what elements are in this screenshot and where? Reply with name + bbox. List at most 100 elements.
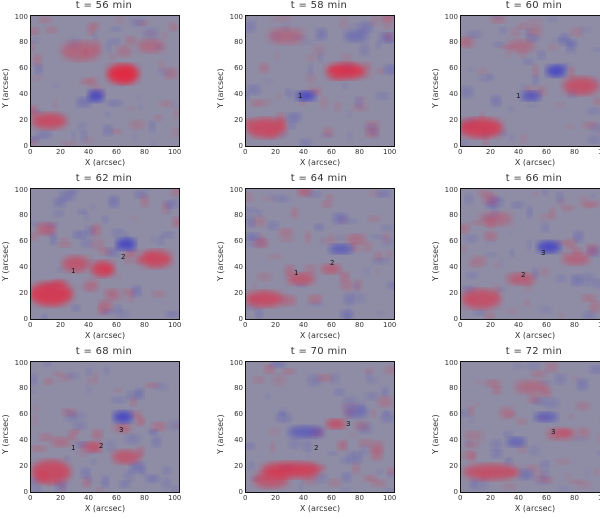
texture-blob bbox=[581, 294, 596, 302]
x-tick-label: 60 bbox=[327, 321, 336, 329]
positive-polarity-region bbox=[507, 273, 535, 285]
texture-blob bbox=[77, 451, 89, 457]
texture-blob bbox=[262, 196, 276, 202]
positive-polarity-region bbox=[480, 212, 512, 226]
texture-blob bbox=[589, 301, 600, 313]
y-axis-label: Y (arcsec) bbox=[1, 68, 10, 108]
texture-blob bbox=[31, 136, 40, 143]
texture-blob bbox=[90, 459, 97, 465]
x-tick-label: 20 bbox=[56, 148, 65, 156]
y-tick-label: 40 bbox=[234, 436, 243, 444]
texture-blob bbox=[341, 54, 352, 62]
texture-blob bbox=[253, 239, 269, 248]
texture-blob bbox=[314, 474, 328, 483]
positive-polarity-region bbox=[246, 118, 286, 138]
x-tick-label: 60 bbox=[542, 321, 551, 329]
positive-polarity-region bbox=[563, 77, 599, 95]
texture-blob bbox=[484, 231, 498, 241]
texture-blob bbox=[281, 295, 297, 306]
y-tick-label: 0 bbox=[23, 315, 28, 323]
texture-blob bbox=[111, 229, 126, 237]
x-axis-label: X (arcsec) bbox=[84, 331, 126, 340]
texture-blob bbox=[170, 127, 179, 138]
texture-blob bbox=[91, 224, 101, 237]
texture-blob bbox=[368, 215, 380, 222]
texture-blob bbox=[162, 466, 171, 475]
feature-label: 2 bbox=[121, 253, 125, 261]
negative-polarity-region bbox=[329, 244, 353, 254]
texture-blob bbox=[162, 32, 169, 38]
texture-blob bbox=[259, 63, 270, 73]
texture-blob bbox=[558, 198, 567, 209]
panel-title: t = 72 min bbox=[505, 346, 563, 357]
y-tick-label: 40 bbox=[449, 90, 458, 98]
texture-blob bbox=[564, 473, 573, 479]
texture-blob bbox=[97, 304, 102, 309]
positive-polarity-region bbox=[61, 41, 101, 61]
positive-polarity-region bbox=[112, 450, 140, 464]
x-tick-label: 0 bbox=[28, 494, 33, 502]
texture-blob bbox=[365, 371, 372, 379]
texture-blob bbox=[151, 290, 166, 297]
x-tick-label: 0 bbox=[243, 494, 248, 502]
texture-blob bbox=[563, 205, 577, 210]
texture-blob bbox=[375, 41, 381, 50]
x-tick-label: 100 bbox=[383, 494, 397, 502]
texture-blob bbox=[322, 237, 338, 245]
y-tick-label: 60 bbox=[234, 64, 243, 72]
texture-blob bbox=[526, 18, 542, 25]
texture-blob bbox=[554, 374, 566, 385]
texture-blob bbox=[80, 283, 96, 291]
texture-blob bbox=[171, 196, 178, 201]
texture-blob bbox=[531, 370, 547, 377]
texture-blob bbox=[380, 224, 394, 231]
negative-polarity-region bbox=[506, 437, 526, 447]
texture-blob bbox=[31, 38, 41, 44]
texture-blob bbox=[80, 78, 94, 84]
texture-blob bbox=[565, 238, 577, 251]
panel-title: t = 68 min bbox=[75, 346, 133, 357]
magnetogram-image: 1 bbox=[245, 15, 395, 147]
y-tick-label: 40 bbox=[449, 263, 458, 271]
positive-polarity-region bbox=[31, 460, 71, 484]
y-tick-label: 20 bbox=[19, 462, 28, 470]
texture-blob bbox=[364, 392, 379, 401]
texture-blob bbox=[333, 388, 345, 396]
texture-blob bbox=[275, 413, 291, 423]
texture-blob bbox=[53, 99, 58, 111]
feature-label: 1 bbox=[516, 92, 520, 100]
texture-blob bbox=[466, 67, 476, 72]
y-tick-label: 60 bbox=[19, 410, 28, 418]
texture-blob bbox=[92, 31, 98, 40]
texture-blob bbox=[31, 105, 39, 117]
texture-blob bbox=[52, 371, 63, 376]
texture-blob bbox=[526, 206, 532, 218]
texture-blob bbox=[347, 132, 353, 141]
x-tick-label: 0 bbox=[458, 321, 463, 329]
texture-blob bbox=[168, 420, 179, 431]
magnetogram-image: 1 bbox=[460, 15, 600, 147]
texture-blob bbox=[469, 220, 484, 226]
texture-blob bbox=[467, 259, 476, 267]
texture-blob bbox=[583, 202, 596, 208]
x-tick-label: 0 bbox=[243, 321, 248, 329]
magnetogram-panel: t = 68 min 1 2 3 Y (arcsec) 0 20 40 60 80 100 0 20 40… bbox=[0, 346, 200, 519]
texture-blob bbox=[149, 120, 156, 133]
texture-blob bbox=[89, 203, 97, 210]
texture-blob bbox=[348, 432, 357, 437]
texture-blob bbox=[161, 202, 170, 214]
texture-blob bbox=[43, 362, 52, 367]
texture-blob bbox=[461, 224, 470, 233]
positive-polarity-region bbox=[31, 282, 73, 306]
texture-blob bbox=[159, 100, 174, 108]
panel-title: t = 62 min bbox=[75, 173, 133, 184]
x-tick-label: 100 bbox=[168, 148, 182, 156]
texture-blob bbox=[540, 460, 550, 467]
texture-blob bbox=[33, 54, 42, 66]
y-tick-label: 0 bbox=[23, 142, 28, 150]
texture-blob bbox=[171, 101, 178, 107]
texture-blob bbox=[288, 122, 296, 130]
y-axis-label: Y (arcsec) bbox=[431, 414, 440, 454]
texture-blob bbox=[374, 252, 383, 261]
texture-blob bbox=[476, 430, 485, 442]
